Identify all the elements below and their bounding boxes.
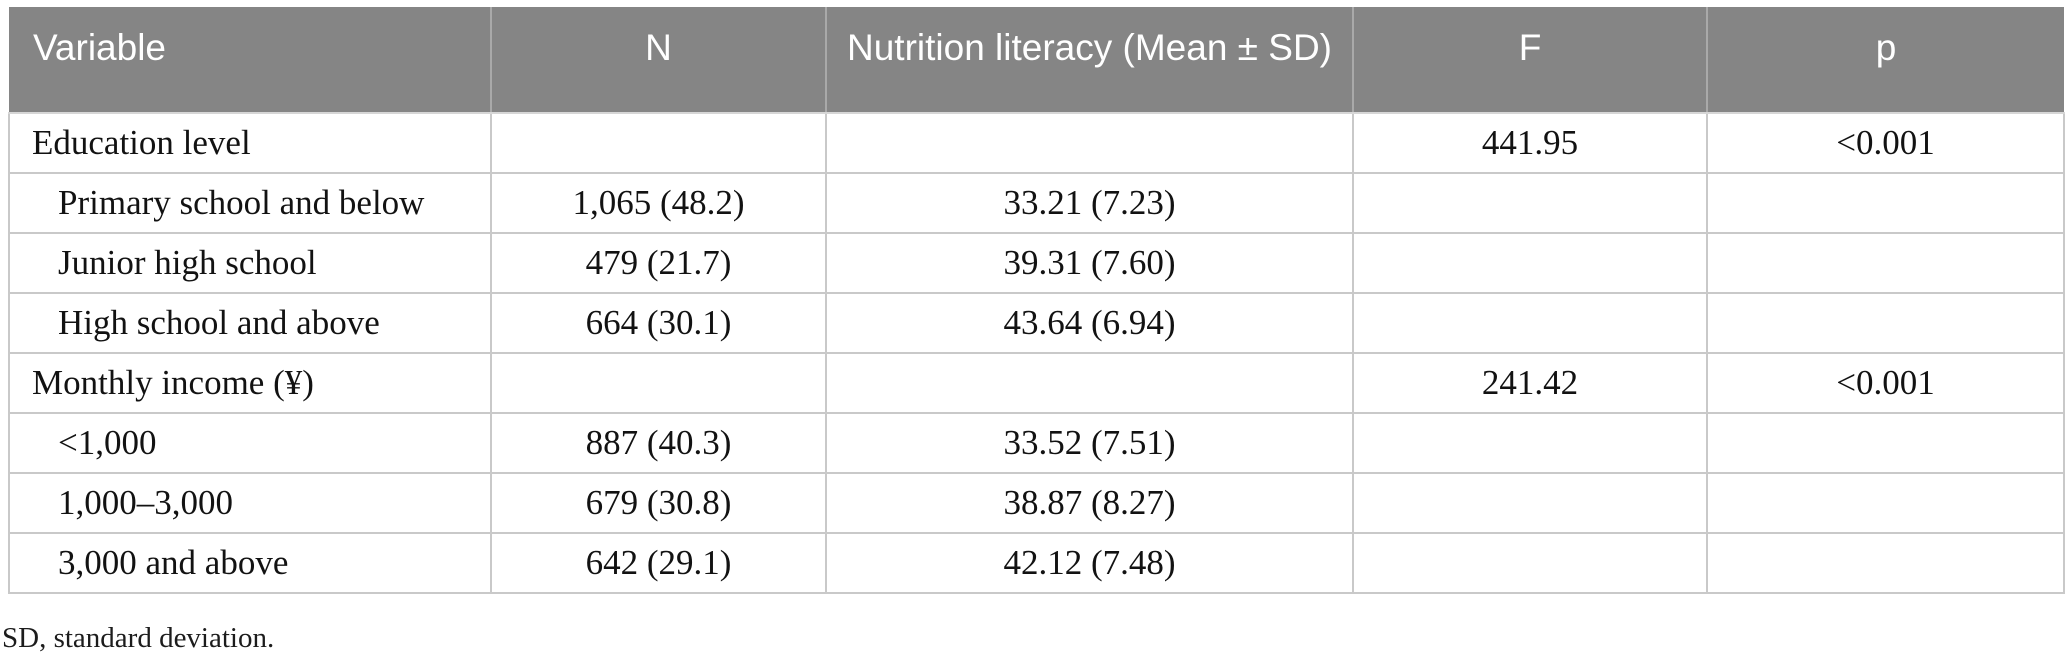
header-row: Variable N Nutrition literacy (Mean ± SD… [9,7,2064,114]
column-header-n: N [490,7,826,114]
column-header-f: F [1352,7,1707,114]
cell-literacy: 39.31 (7.60) [825,232,1354,294]
cell-p [1706,232,2065,294]
cell-literacy: 38.87 (8.27) [825,472,1354,534]
table-row-income-high: 3,000 and above 642 (29.1) 42.12 (7.48) [8,532,2065,594]
cell-variable: <1,000 [8,412,492,474]
table-row-junior-high: Junior high school 479 (21.7) 39.31 (7.6… [8,232,2065,294]
cell-variable: 3,000 and above [8,532,492,594]
cell-n: 679 (30.8) [490,472,827,534]
cell-variable: 1,000–3,000 [8,472,492,534]
table-row-primary-school: Primary school and below 1,065 (48.2) 33… [8,172,2065,234]
cell-f: 441.95 [1352,112,1708,174]
cell-literacy: 33.21 (7.23) [825,172,1354,234]
cell-p: <0.001 [1706,352,2065,414]
nutrition-literacy-table: Variable N Nutrition literacy (Mean ± SD… [8,7,2065,594]
cell-p [1706,532,2065,594]
cell-f [1352,532,1708,594]
cell-f [1352,472,1708,534]
cell-literacy: 42.12 (7.48) [825,532,1354,594]
cell-n: 664 (30.1) [490,292,827,354]
cell-n: 887 (40.3) [490,412,827,474]
column-header-nutrition-literacy: Nutrition literacy (Mean ± SD) [825,7,1353,114]
cell-p: <0.001 [1706,112,2065,174]
table-row-monthly-income: Monthly income (¥) 241.42 <0.001 [8,352,2065,414]
table-footnote: SD, standard deviation. [2,622,275,654]
column-header-variable: Variable [9,7,491,114]
cell-f [1352,412,1708,474]
table-row-income-mid: 1,000–3,000 679 (30.8) 38.87 (8.27) [8,472,2065,534]
cell-literacy [825,112,1354,174]
cell-f [1352,172,1708,234]
cell-variable: Junior high school [8,232,492,294]
column-header-p: p [1706,7,2064,114]
cell-p [1706,412,2065,474]
table-row-high-school: High school and above 664 (30.1) 43.64 (… [8,292,2065,354]
table-body: Education level 441.95 <0.001 Primary sc… [8,112,2065,594]
cell-literacy: 43.64 (6.94) [825,292,1354,354]
cell-p [1706,172,2065,234]
statistics-table-container: Variable N Nutrition literacy (Mean ± SD… [8,7,2065,594]
table-row-education-level: Education level 441.95 <0.001 [8,112,2065,174]
cell-n [490,112,827,174]
cell-f [1352,292,1708,354]
cell-n: 1,065 (48.2) [490,172,827,234]
table-header: Variable N Nutrition literacy (Mean ± SD… [9,7,2064,114]
cell-variable: Primary school and below [8,172,492,234]
cell-p [1706,472,2065,534]
cell-variable: High school and above [8,292,492,354]
table-row-income-low: <1,000 887 (40.3) 33.52 (7.51) [8,412,2065,474]
cell-literacy [825,352,1354,414]
cell-literacy: 33.52 (7.51) [825,412,1354,474]
cell-f [1352,232,1708,294]
cell-n: 642 (29.1) [490,532,827,594]
cell-n: 479 (21.7) [490,232,827,294]
cell-f: 241.42 [1352,352,1708,414]
cell-variable: Education level [8,112,492,174]
cell-n [490,352,827,414]
cell-p [1706,292,2065,354]
cell-variable: Monthly income (¥) [8,352,492,414]
